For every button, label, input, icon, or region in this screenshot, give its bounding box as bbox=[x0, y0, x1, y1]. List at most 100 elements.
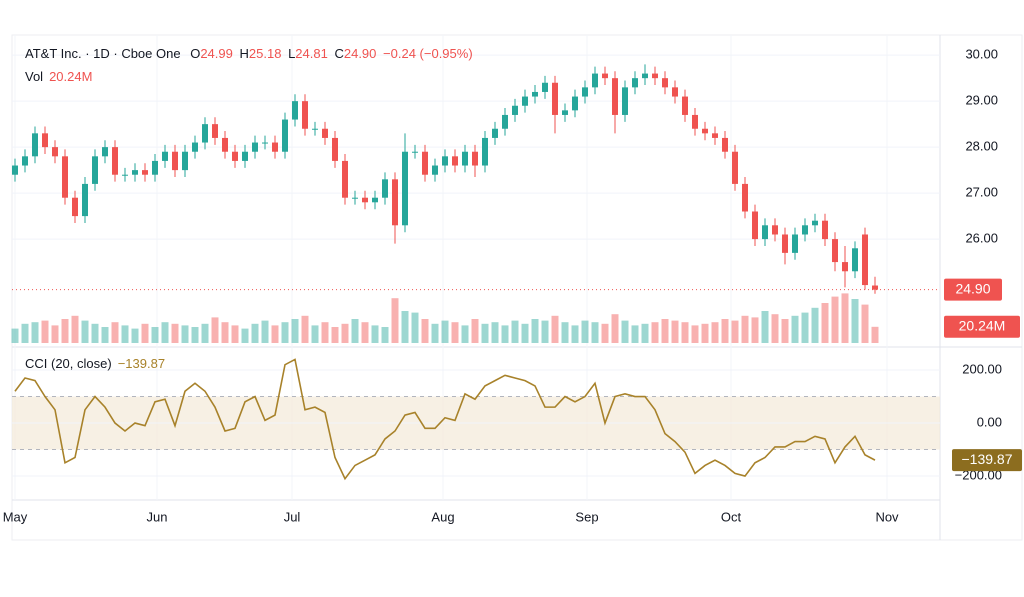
volume-bar bbox=[721, 319, 729, 343]
candle-body bbox=[412, 151, 418, 153]
candle-body bbox=[422, 151, 428, 175]
candle-body bbox=[152, 160, 158, 175]
volume-bar bbox=[491, 322, 499, 343]
volume-bar bbox=[101, 327, 109, 343]
cci-tag bbox=[952, 449, 1022, 472]
candle-body bbox=[862, 234, 868, 286]
candle-body bbox=[572, 96, 578, 111]
volume-bar bbox=[351, 319, 359, 343]
candle-body bbox=[372, 197, 378, 203]
x-tick-label: Jul bbox=[284, 509, 301, 524]
candle-body bbox=[292, 101, 298, 120]
change: −0.24 (−0.95%) bbox=[383, 46, 473, 61]
candle-body bbox=[312, 128, 318, 130]
candle-body bbox=[162, 151, 168, 161]
candle-body bbox=[752, 211, 758, 240]
chart-frame bbox=[11, 34, 1023, 541]
candle-body bbox=[832, 239, 838, 263]
volume-bar bbox=[591, 322, 599, 343]
candle-body bbox=[122, 174, 128, 176]
candle-body bbox=[852, 248, 858, 272]
candle-body bbox=[32, 133, 38, 157]
candle-body bbox=[192, 142, 198, 152]
candle-body bbox=[812, 220, 818, 226]
candle-body bbox=[362, 197, 368, 203]
volume-bar bbox=[781, 319, 789, 343]
volume-value: 20.24M bbox=[49, 69, 92, 84]
candle-body bbox=[702, 128, 708, 134]
volume-bar bbox=[181, 325, 189, 343]
volume-bar bbox=[731, 320, 739, 343]
volume-bar bbox=[771, 314, 779, 343]
volume-bar bbox=[701, 323, 709, 343]
candle-body bbox=[642, 73, 648, 79]
candle-body bbox=[612, 78, 618, 115]
volume-bar bbox=[631, 325, 639, 343]
candle-body bbox=[402, 151, 408, 226]
ohlc-label: C bbox=[334, 46, 343, 61]
volume-bar bbox=[611, 314, 619, 343]
candle-body bbox=[822, 220, 828, 240]
volume-bar bbox=[521, 323, 529, 343]
volume-bar bbox=[621, 320, 629, 343]
volume-bar bbox=[661, 319, 669, 343]
volume-bar bbox=[151, 327, 159, 343]
volume-bar bbox=[131, 328, 139, 343]
volume-bar bbox=[801, 312, 809, 343]
volume-bar bbox=[711, 322, 719, 343]
x-tick-label: Aug bbox=[431, 509, 454, 524]
volume-bar bbox=[331, 327, 339, 343]
volume-bar bbox=[531, 319, 539, 343]
candle-body bbox=[552, 82, 558, 115]
candle-body bbox=[252, 142, 258, 152]
candle-body bbox=[342, 160, 348, 198]
volume-bar bbox=[281, 322, 289, 343]
candle-body bbox=[742, 183, 748, 212]
ohlc-value: 25.18 bbox=[249, 46, 282, 61]
candle-body bbox=[602, 73, 608, 79]
volume-title: Vol bbox=[25, 69, 43, 84]
candle-body bbox=[302, 101, 308, 129]
candle-body bbox=[392, 179, 398, 226]
volume-bar bbox=[691, 325, 699, 343]
candle-body bbox=[382, 179, 388, 198]
candle-body bbox=[632, 78, 638, 88]
volume-bar bbox=[471, 319, 479, 343]
volume-legend: Vol 20.24M bbox=[25, 69, 92, 84]
volume-bar bbox=[601, 323, 609, 343]
volume-bar bbox=[341, 323, 349, 343]
candle-body bbox=[592, 73, 598, 88]
volume-bar bbox=[161, 322, 169, 343]
ohlc-label: O bbox=[190, 46, 200, 61]
volume-tag-label: 20.24M bbox=[959, 318, 1006, 334]
volume-bar bbox=[301, 315, 309, 343]
ohlc-value: 24.99 bbox=[200, 46, 233, 61]
candle-body bbox=[622, 87, 628, 115]
candle-body bbox=[172, 151, 178, 171]
volume-bar bbox=[421, 319, 429, 343]
volume-bar bbox=[311, 325, 319, 343]
volume-bar bbox=[741, 315, 749, 343]
volume-bar bbox=[641, 323, 649, 343]
volume-bar bbox=[761, 311, 769, 343]
candle-body bbox=[802, 225, 808, 235]
volume-bar bbox=[211, 317, 219, 343]
candle-body bbox=[142, 170, 148, 175]
volume-bar bbox=[51, 325, 59, 343]
volume-bar bbox=[261, 320, 269, 343]
volume-bar bbox=[401, 311, 409, 343]
volume-bar bbox=[871, 326, 879, 343]
candle-body bbox=[452, 156, 458, 166]
candle-body bbox=[52, 147, 58, 157]
candle-body bbox=[352, 197, 358, 199]
volume-bar bbox=[651, 322, 659, 343]
candle-body bbox=[232, 151, 238, 161]
cci-value: −139.87 bbox=[118, 356, 165, 371]
volume-bar bbox=[11, 328, 19, 343]
candle-body bbox=[562, 110, 568, 115]
volume-bar bbox=[391, 298, 399, 343]
x-tick-label: May bbox=[3, 509, 28, 524]
symbol-title: AT&T Inc. · 1D · Cboe One bbox=[25, 46, 181, 61]
volume-bar bbox=[411, 312, 419, 343]
candle-body bbox=[322, 128, 328, 138]
